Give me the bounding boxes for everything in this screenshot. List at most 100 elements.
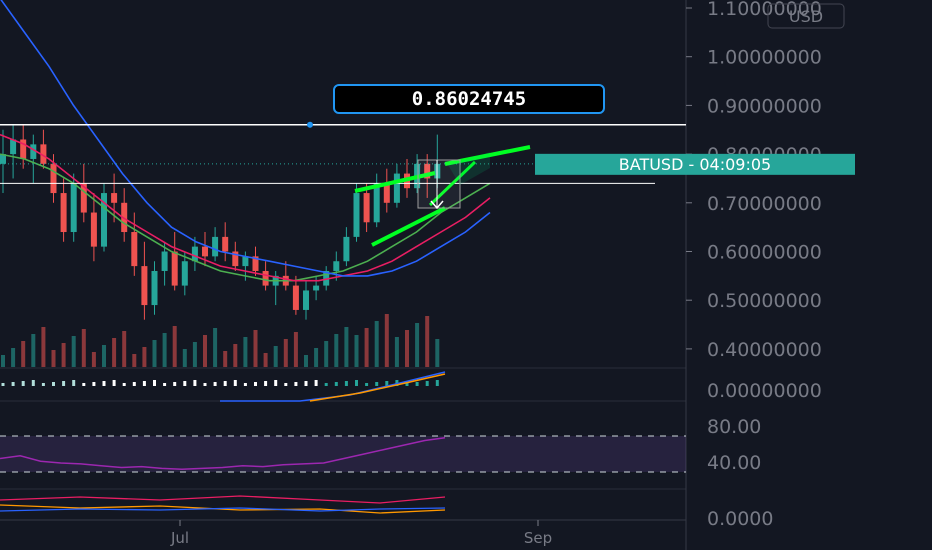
volume-bar	[233, 344, 238, 367]
macd-histogram-bar	[375, 382, 379, 386]
macd-histogram-bar	[324, 383, 328, 386]
volume-bar	[152, 340, 157, 367]
volume-bar	[344, 327, 349, 367]
moving-average-line	[0, 0, 491, 277]
macd-histogram-bar	[415, 382, 419, 386]
currency-label[interactable]: USD	[789, 7, 823, 26]
volume-bar	[283, 339, 288, 367]
candle-body	[323, 270, 330, 286]
trendline-breakout	[444, 145, 531, 166]
macd-histogram-bar	[62, 381, 66, 386]
candle-body	[333, 261, 340, 271]
macd-histogram-bar	[344, 381, 348, 386]
volume-bar	[132, 354, 137, 367]
macd-histogram-bar	[41, 383, 45, 386]
candle-body	[292, 285, 299, 310]
candle-body	[252, 256, 259, 271]
candle-body	[20, 139, 27, 159]
macd-histogram-bar	[425, 381, 429, 386]
volume-bar	[384, 314, 389, 367]
volume-bar	[223, 351, 228, 367]
volume-bar	[213, 328, 218, 367]
volume-bar	[91, 352, 96, 367]
time-tick-label: Jul	[170, 529, 189, 547]
candle-body	[313, 285, 320, 291]
candle-body	[262, 270, 269, 286]
macd-histogram-bar	[213, 382, 217, 386]
macd-histogram-bar	[153, 380, 156, 386]
candle-body	[424, 163, 431, 179]
candle-body	[191, 246, 198, 262]
candle-body	[151, 270, 158, 306]
macd-signal-line	[309, 373, 446, 402]
symbol-price-tag	[535, 153, 855, 175]
volume-bar	[324, 341, 329, 367]
volume-bar	[61, 343, 66, 367]
macd-axis-label: 0.00000000	[707, 380, 822, 402]
volume-bar	[435, 339, 440, 367]
price-range-box	[417, 159, 461, 209]
macd-histogram-bar	[193, 380, 197, 386]
price-tick-label: 1.00000000	[707, 47, 822, 69]
macd-histogram-bar	[1, 383, 5, 386]
volume-bar	[102, 345, 106, 367]
macd-histogram-bar	[304, 381, 308, 386]
volume-bar	[374, 321, 379, 367]
range-arrow-head	[430, 200, 444, 210]
macd-histogram-bar	[102, 381, 106, 386]
macd-histogram-bar	[163, 383, 167, 386]
macd-histogram-bar	[294, 382, 298, 386]
candle-body	[171, 251, 178, 286]
volume-bar	[81, 329, 86, 367]
candle-body	[161, 251, 168, 271]
volume-bar	[192, 342, 197, 367]
projection-zone	[448, 152, 490, 185]
macd-histogram-bar	[243, 383, 247, 386]
candle-body	[80, 183, 87, 213]
price-tick-label: 0.50000000	[707, 290, 822, 312]
volume-bar	[112, 338, 117, 367]
candle-body	[60, 193, 67, 233]
volume-bar	[41, 327, 46, 367]
macd-histogram-bar	[284, 383, 288, 386]
callout-label: 0.86024745	[412, 88, 526, 110]
candle-body	[393, 173, 400, 203]
macd-histogram-bar	[254, 382, 257, 386]
volume-bar	[253, 330, 258, 367]
rsi-line	[0, 437, 446, 471]
price-tick-label: 0.40000000	[707, 339, 822, 361]
candle-body	[232, 251, 239, 267]
macd-histogram-bar	[82, 383, 86, 386]
candle-body	[242, 256, 249, 267]
macd-histogram-bar	[203, 383, 207, 386]
volume-bar	[263, 353, 268, 367]
candle-body	[181, 261, 188, 286]
volume-bar	[415, 323, 420, 367]
volume-bar	[122, 331, 127, 367]
price-tick-label: 1.10000000	[707, 0, 822, 20]
macd-histogram-bar	[264, 381, 268, 386]
candle-body	[121, 202, 128, 233]
candle-body	[363, 193, 370, 223]
macd-histogram-bar	[142, 381, 146, 386]
candle-body	[212, 236, 219, 257]
volume-bar	[405, 330, 409, 367]
volume-bar	[394, 337, 399, 367]
symbol-price-tag-label: BATUSD - 04:09:05	[619, 155, 771, 174]
time-tick-label: Sep	[524, 529, 552, 547]
candle-body	[40, 144, 47, 164]
macd-histogram-bar	[435, 380, 439, 386]
dmi-minus-line	[0, 495, 446, 504]
callout-box	[333, 84, 605, 114]
candle-body	[30, 144, 37, 159]
volume-bar	[334, 334, 339, 367]
price-tick-label: 0.90000000	[707, 95, 822, 117]
candle-body	[141, 266, 148, 306]
macd-histogram-bar	[334, 382, 338, 386]
macd-histogram-bar	[11, 382, 15, 386]
rsi-axis-label: 80.00	[707, 416, 761, 438]
dmi-plus-line	[0, 507, 446, 512]
candle-body	[131, 232, 138, 267]
candle-body	[202, 246, 208, 257]
